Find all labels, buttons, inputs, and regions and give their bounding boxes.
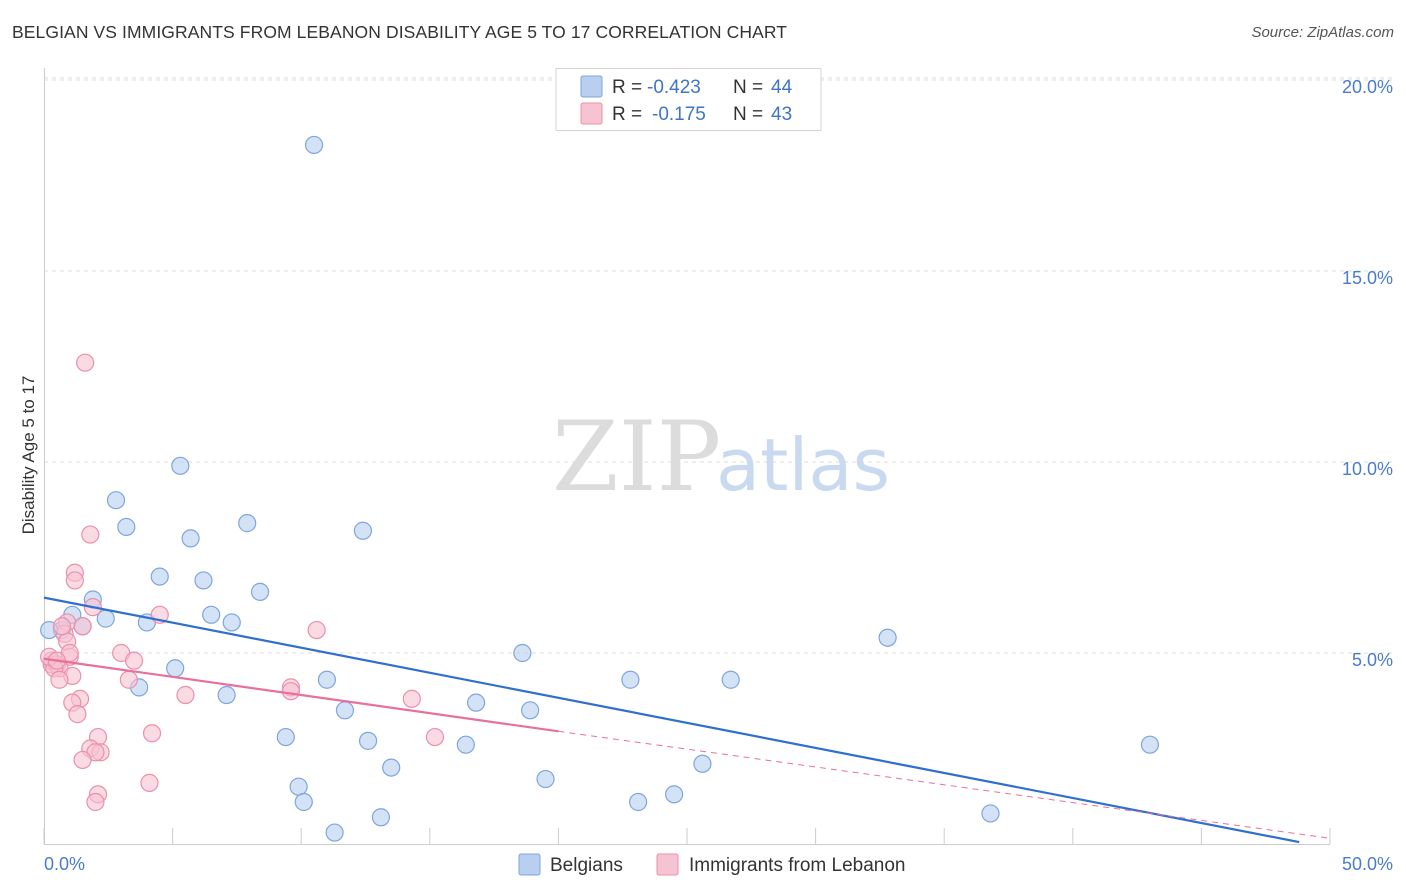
lebanon-point: [124, 651, 144, 670]
belgians-trend-line: [43, 596, 1300, 844]
lebanon-point: [140, 773, 159, 792]
y-tick-labels: 5.0% 10.0% 15.0% 20.0%: [1342, 77, 1393, 670]
legend-swatch-pink: [580, 102, 603, 125]
lebanon-point: [307, 620, 326, 640]
legend-r-label-pink: R =: [612, 104, 642, 125]
belgian-point: [335, 701, 355, 720]
series-lebanon-points: [40, 353, 445, 812]
lebanon-point: [76, 353, 95, 372]
lebanon-point: [176, 685, 195, 705]
belgian-point: [456, 735, 475, 754]
belgian-point: [536, 769, 555, 789]
belgian-point: [513, 643, 532, 663]
legend-r-value-pink: -0.175: [652, 104, 706, 125]
belgian-point: [521, 701, 540, 720]
grid: [44, 77, 1393, 654]
y-tick-label: 10.0%: [1342, 459, 1393, 479]
belgian-point: [621, 670, 640, 689]
belgian-point: [222, 613, 241, 632]
lebanon-point: [50, 670, 69, 689]
legend-n-value-blue: 44: [771, 77, 793, 98]
belgian-point: [250, 582, 270, 601]
x-ticks: [43, 828, 1331, 844]
correlation-legend: R = -0.423 N = 44 R = -0.175 N = 43: [555, 68, 822, 131]
belgian-point: [171, 456, 190, 475]
legend-n-value-pink: 43: [771, 104, 792, 125]
y-tick-label: 15.0%: [1342, 268, 1393, 288]
x-tick-label-min: 0.0%: [44, 854, 85, 874]
lebanon-point: [68, 705, 87, 724]
belgian-point: [106, 491, 126, 510]
lebanon-point: [142, 724, 162, 743]
lebanon-point: [86, 792, 105, 812]
belgian-point: [304, 135, 324, 155]
bottom-legend-label-lebanon: Immigrants from Lebanon: [689, 855, 906, 876]
lebanon-point: [73, 750, 92, 770]
belgian-point: [466, 693, 486, 712]
belgian-point: [166, 659, 185, 678]
y-tick-label: 20.0%: [1342, 77, 1393, 97]
watermark: ZIP atlas: [552, 401, 890, 513]
trend-lines: [43, 596, 1331, 844]
lebanon-trend-line: [43, 657, 559, 733]
legend-swatch-blue: [580, 75, 603, 98]
chart-title: BELGIAN VS IMMIGRANTS FROM LEBANON DISAB…: [12, 22, 788, 42]
belgian-point: [371, 808, 391, 827]
bottom-legend-swatch-lebanon: [656, 853, 679, 876]
lebanon-point: [65, 571, 84, 590]
belgian-point: [325, 823, 344, 842]
belgian-point: [276, 727, 295, 747]
belgian-point: [181, 529, 200, 548]
watermark-atlas: atlas: [716, 423, 890, 507]
belgian-point: [238, 514, 257, 533]
lebanon-point: [52, 617, 72, 636]
belgian-point: [629, 792, 648, 812]
belgian-point: [358, 731, 378, 750]
lebanon-point: [425, 727, 445, 747]
y-axis-label: Disability Age 5 to 17: [19, 376, 38, 535]
belgian-point: [150, 567, 169, 586]
legend-n-label-blue: N =: [733, 77, 763, 98]
lebanon-point: [119, 670, 138, 689]
x-tick-label-max: 50.0%: [1342, 854, 1393, 874]
belgian-point: [353, 521, 373, 540]
belgian-point: [1140, 735, 1160, 754]
belgian-point: [317, 670, 337, 689]
belgian-point: [202, 605, 221, 624]
belgian-point: [878, 628, 897, 647]
belgian-point: [981, 804, 1000, 823]
lebanon-point: [281, 682, 301, 701]
belgian-point: [117, 517, 136, 537]
belgian-point: [693, 754, 712, 773]
legend-r-label-blue: R =: [612, 77, 642, 98]
belgian-point: [217, 685, 236, 705]
bottom-legend-swatch-belgians: [518, 853, 541, 876]
y-tick-label: 5.0%: [1352, 650, 1393, 670]
belgian-point: [194, 571, 213, 590]
watermark-zip: ZIP: [552, 401, 721, 513]
lebanon-point: [81, 525, 100, 544]
lebanon-point: [402, 689, 421, 708]
legend-n-label-pink: N =: [733, 104, 763, 125]
lebanon-point: [73, 617, 92, 636]
source-label: Source: ZipAtlas.com: [1251, 24, 1394, 41]
belgian-point: [289, 777, 308, 796]
belgian-point: [721, 670, 740, 689]
bottom-legend-label-belgians: Belgians: [550, 855, 623, 876]
belgian-point: [294, 792, 313, 812]
lebanon-trend-line-extension: [558, 730, 1331, 839]
legend-r-value-blue: -0.423: [647, 77, 701, 98]
series-legend: Belgians Immigrants from Lebanon: [518, 853, 906, 876]
belgian-point: [665, 785, 684, 804]
belgian-point: [382, 758, 401, 777]
